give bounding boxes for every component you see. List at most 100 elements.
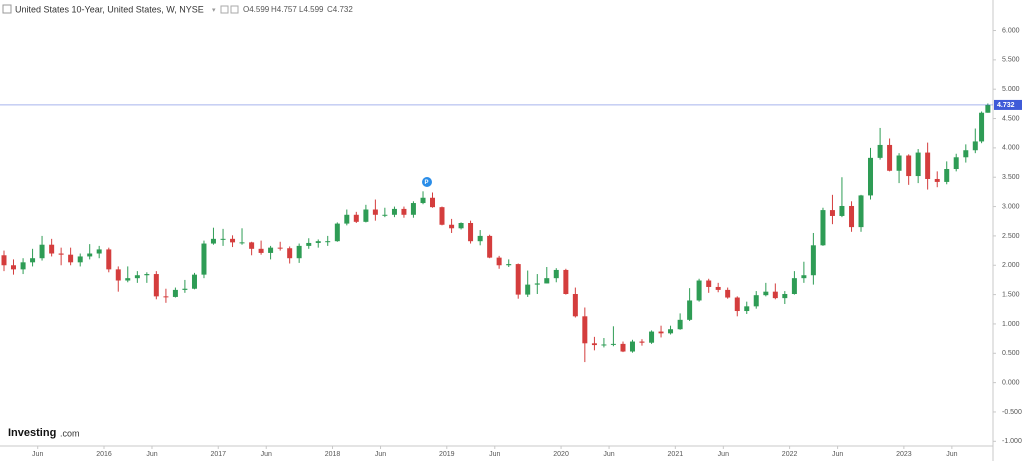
ohlc-value: L4.599 — [299, 5, 324, 14]
ohlc-legend: O4.599 H4.757 L4.599 C4.732 — [243, 5, 353, 14]
x-tick-label: Jun — [375, 451, 386, 458]
candle-body — [125, 278, 131, 281]
candle-body — [620, 343, 626, 352]
candle-body — [744, 306, 750, 312]
candle-body — [985, 104, 991, 113]
candle-body — [430, 197, 436, 208]
x-tick-label: Jun — [146, 451, 157, 458]
candle-body — [979, 112, 985, 142]
candle-body — [334, 223, 340, 242]
candle-body — [163, 296, 169, 298]
x-tick-label: 2016 — [96, 451, 112, 458]
x-tick-label: Jun — [946, 451, 957, 458]
x-tick-label: Jun — [32, 451, 43, 458]
y-tick-label: 4.000 — [1002, 145, 1020, 152]
candle-body — [191, 274, 197, 289]
candle-body — [277, 247, 283, 249]
y-tick-label: 2.500 — [1002, 233, 1020, 240]
candle-body — [696, 280, 702, 301]
candle-body — [10, 265, 16, 270]
ohlc-value: C4.732 — [327, 5, 353, 14]
candle-body — [96, 249, 102, 254]
candle-body — [810, 245, 816, 276]
candle-body — [30, 258, 36, 263]
candle-body — [658, 331, 664, 334]
candle-body — [972, 141, 978, 151]
y-tick-label: 0.000 — [1002, 379, 1020, 386]
ohlc-value: H4.757 — [271, 5, 297, 14]
candle-body — [77, 256, 83, 263]
candle-body — [715, 286, 721, 290]
x-tick-label: Jun — [489, 451, 500, 458]
candle-body — [58, 253, 64, 255]
candle-body — [410, 203, 416, 215]
close-icon[interactable] — [230, 5, 239, 14]
candle-body — [649, 331, 655, 343]
candle-body — [258, 248, 264, 253]
candle-body — [591, 343, 597, 346]
candle-body — [925, 152, 931, 179]
candle-body — [782, 294, 788, 299]
candle-body — [391, 208, 397, 215]
candle-body — [668, 329, 674, 334]
candle-body — [829, 210, 835, 216]
candle-body — [230, 238, 236, 243]
candle-body — [582, 316, 588, 344]
candle-body — [325, 241, 331, 243]
candle-body — [534, 283, 540, 285]
x-tick-label: 2019 — [439, 451, 455, 458]
candle-body — [420, 197, 426, 204]
candle-body — [172, 289, 178, 297]
candle-body — [639, 341, 645, 343]
candle-body — [506, 264, 512, 266]
candle-body — [468, 223, 474, 242]
event-marker[interactable] — [422, 177, 432, 187]
candle-body — [820, 210, 826, 246]
collapse-icon[interactable] — [2, 4, 12, 14]
candle-body — [106, 249, 112, 270]
candle-body — [629, 341, 635, 352]
candle-body — [144, 274, 150, 276]
y-tick-label: 0.500 — [1002, 350, 1020, 357]
candle-body — [382, 214, 388, 216]
price-label: 4.732 — [997, 102, 1015, 109]
candle-body — [877, 144, 883, 158]
candle-body — [563, 269, 569, 295]
candle-body — [20, 262, 26, 270]
candle-body — [887, 144, 893, 171]
candle-body — [182, 288, 188, 290]
candle-body — [677, 319, 683, 330]
interval-arrow[interactable]: ▾ — [212, 7, 216, 14]
candle-body — [763, 291, 769, 296]
ohlc-value: O4.599 — [243, 5, 270, 14]
x-tick-label: 2021 — [668, 451, 684, 458]
candle-body — [220, 238, 226, 240]
candle-body — [753, 295, 759, 307]
candle-body — [801, 275, 807, 279]
y-tick-label: -0.500 — [1002, 409, 1022, 416]
candle-body — [239, 242, 245, 244]
candle-body — [477, 235, 483, 242]
candle-body — [906, 155, 912, 177]
candle-body — [306, 242, 312, 246]
candle-body — [953, 157, 959, 170]
x-tick-label: 2018 — [325, 451, 341, 458]
x-tick-label: Jun — [718, 451, 729, 458]
candle-body — [363, 209, 369, 222]
candle-body — [934, 178, 940, 182]
settings-icon[interactable] — [220, 5, 229, 14]
event-marker-icon: P — [425, 180, 429, 186]
candle-body — [439, 207, 445, 225]
candle-body — [544, 278, 550, 284]
y-tick-label: 3.500 — [1002, 174, 1020, 181]
y-tick-label: 3.000 — [1002, 203, 1020, 210]
logo-brand: Investing — [8, 427, 56, 439]
x-tick-label: 2020 — [553, 451, 569, 458]
candle-body — [706, 280, 712, 287]
chart-title: United States 10-Year, United States, W,… — [15, 4, 204, 14]
x-tick-label: 2017 — [210, 451, 226, 458]
candle-body — [734, 297, 740, 312]
y-tick-label: 5.000 — [1002, 86, 1020, 93]
